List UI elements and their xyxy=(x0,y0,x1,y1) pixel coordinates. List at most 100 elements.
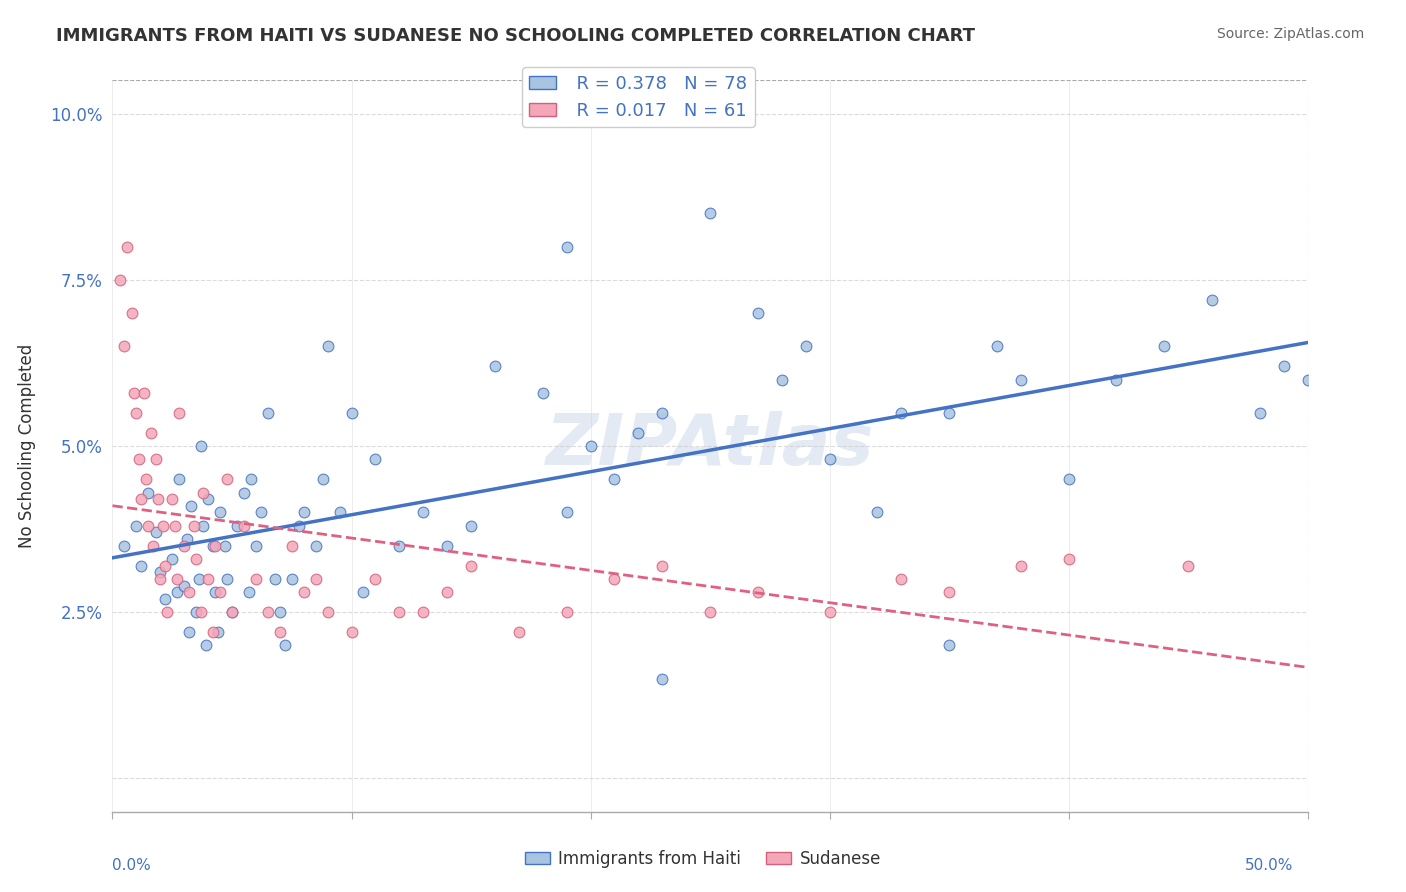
Point xyxy=(162,552,183,566)
Point xyxy=(183,518,205,533)
Text: ZIPAtlas: ZIPAtlas xyxy=(546,411,875,481)
Point xyxy=(207,625,229,640)
Point xyxy=(238,585,260,599)
Text: Source: ZipAtlas.com: Source: ZipAtlas.com xyxy=(1216,27,1364,41)
Point xyxy=(209,585,232,599)
Point xyxy=(204,539,226,553)
Point xyxy=(269,605,291,619)
Point xyxy=(364,572,387,586)
Point xyxy=(125,406,148,420)
Point xyxy=(153,591,176,606)
Legend:   R = 0.378   N = 78,   R = 0.017   N = 61: R = 0.378 N = 78, R = 0.017 N = 61 xyxy=(522,68,755,127)
Point xyxy=(132,385,155,400)
Point xyxy=(135,472,157,486)
Y-axis label: No Schooling Completed: No Schooling Completed xyxy=(18,344,37,548)
Point xyxy=(316,605,339,619)
Point xyxy=(108,273,131,287)
Point xyxy=(201,539,224,553)
Point xyxy=(436,539,458,553)
Point xyxy=(197,572,219,586)
Point xyxy=(177,585,200,599)
Point xyxy=(555,506,578,520)
Point xyxy=(139,425,162,440)
Text: IMMIGRANTS FROM HAITI VS SUDANESE NO SCHOOLING COMPLETED CORRELATION CHART: IMMIGRANTS FROM HAITI VS SUDANESE NO SCH… xyxy=(56,27,976,45)
Point xyxy=(866,506,889,520)
Point xyxy=(245,572,267,586)
Text: 50.0%: 50.0% xyxy=(1246,858,1294,872)
Point xyxy=(555,239,578,253)
Point xyxy=(233,485,256,500)
Point xyxy=(1296,372,1319,386)
Point xyxy=(217,572,239,586)
Point xyxy=(436,585,458,599)
Point xyxy=(245,539,267,553)
Point xyxy=(329,506,352,520)
Point xyxy=(388,539,411,553)
Point xyxy=(173,579,195,593)
Point xyxy=(122,385,145,400)
Point xyxy=(555,605,578,619)
Point xyxy=(190,439,212,453)
Point xyxy=(240,472,263,486)
Point xyxy=(169,472,191,486)
Point xyxy=(169,406,191,420)
Point xyxy=(484,359,506,374)
Point xyxy=(177,625,200,640)
Point xyxy=(627,425,650,440)
Point xyxy=(129,558,152,573)
Point xyxy=(146,492,169,507)
Point xyxy=(114,339,135,353)
Point xyxy=(233,518,256,533)
Point xyxy=(603,472,626,486)
Point xyxy=(938,406,960,420)
Point xyxy=(129,492,152,507)
Point xyxy=(249,506,271,520)
Point xyxy=(340,406,363,420)
Point xyxy=(187,572,209,586)
Point xyxy=(1057,552,1080,566)
Point xyxy=(312,472,335,486)
Point xyxy=(890,406,912,420)
Point xyxy=(145,525,167,540)
Point xyxy=(152,518,174,533)
Point xyxy=(217,472,239,486)
Point xyxy=(214,539,236,553)
Point xyxy=(1177,558,1199,573)
Point xyxy=(818,452,841,467)
Point xyxy=(128,452,150,467)
Point xyxy=(264,572,287,586)
Point xyxy=(818,605,841,619)
Point xyxy=(699,206,721,220)
Point xyxy=(149,566,172,580)
Point xyxy=(142,539,165,553)
Point xyxy=(257,406,280,420)
Point xyxy=(531,385,554,400)
Point xyxy=(292,585,315,599)
Point xyxy=(890,572,912,586)
Point xyxy=(316,339,339,353)
Point xyxy=(162,492,183,507)
Point xyxy=(225,518,247,533)
Point xyxy=(273,639,295,653)
Point xyxy=(770,372,793,386)
Point xyxy=(186,552,208,566)
Point xyxy=(508,625,530,640)
Point xyxy=(114,539,135,553)
Point xyxy=(204,585,226,599)
Point xyxy=(412,605,434,619)
Point xyxy=(651,672,673,686)
Point xyxy=(193,485,215,500)
Point xyxy=(209,506,232,520)
Point xyxy=(153,558,176,573)
Point xyxy=(938,639,960,653)
Point xyxy=(193,518,215,533)
Point xyxy=(145,452,167,467)
Point xyxy=(115,239,138,253)
Point xyxy=(176,532,198,546)
Point xyxy=(305,539,328,553)
Point xyxy=(121,306,143,320)
Point xyxy=(221,605,243,619)
Point xyxy=(747,585,769,599)
Point xyxy=(173,539,195,553)
Point xyxy=(460,558,482,573)
